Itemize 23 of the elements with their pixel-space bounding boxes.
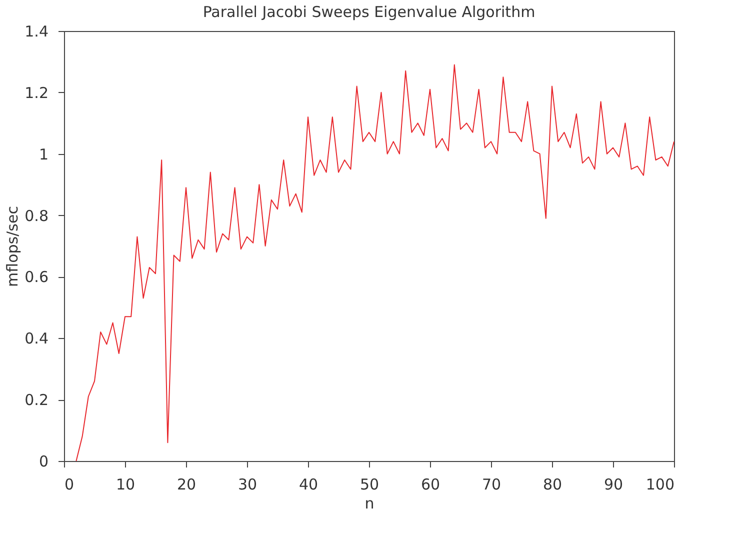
x-tick-label: 70 bbox=[482, 476, 502, 494]
y-tick-label: 0.6 bbox=[24, 268, 48, 286]
y-tick-label: 1.4 bbox=[24, 22, 48, 40]
y-tick-label: 0 bbox=[38, 452, 48, 470]
y-tick-label: 0.8 bbox=[24, 206, 48, 225]
x-tick-label: 10 bbox=[116, 476, 136, 494]
x-tick-label: 90 bbox=[604, 476, 624, 494]
y-tick-label: 0.4 bbox=[24, 330, 48, 348]
y-axis-title: mflops/sec bbox=[4, 206, 22, 287]
x-axis-title: n bbox=[364, 494, 374, 512]
line-series bbox=[76, 64, 674, 462]
x-tick-label: 40 bbox=[298, 476, 318, 494]
y-tick-label: 1 bbox=[38, 145, 48, 164]
x-tick-label: 30 bbox=[238, 476, 258, 494]
x-tick-label: 80 bbox=[542, 476, 562, 494]
x-tick-label: 0 bbox=[64, 476, 74, 494]
y-tick-label: 1.2 bbox=[24, 84, 48, 102]
x-tick-label: 100 bbox=[646, 476, 674, 494]
x-tick-label: 60 bbox=[420, 476, 440, 494]
chart-title: Parallel Jacobi Sweeps Eigenvalue Algorithm bbox=[202, 3, 536, 21]
x-tick-label: 20 bbox=[176, 476, 196, 494]
y-tick-label: 0.2 bbox=[24, 391, 48, 410]
x-tick-label: 50 bbox=[360, 476, 380, 494]
